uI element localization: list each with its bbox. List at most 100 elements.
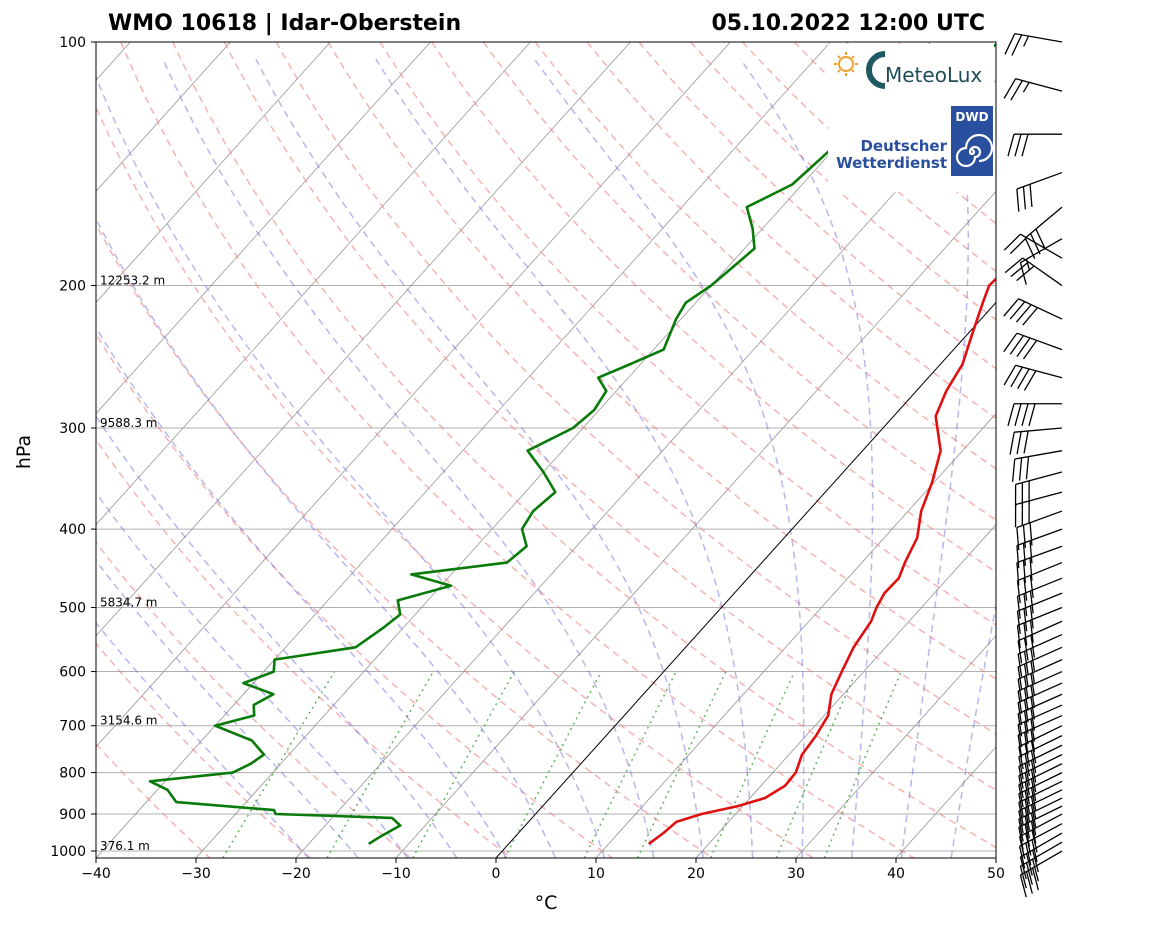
wind-barb-flag xyxy=(1016,545,1020,569)
moist-adiabat-line xyxy=(96,217,557,858)
isotherm-line xyxy=(96,42,731,748)
x-tick-label: −10 xyxy=(381,866,411,882)
wind-barb-shaft xyxy=(1018,805,1063,828)
wind-barb-shaft xyxy=(1017,659,1063,680)
wind-barb-flag xyxy=(1018,818,1024,842)
wind-barb xyxy=(1018,754,1063,799)
wind-barb-flag xyxy=(1022,543,1027,566)
mixing-ratio-line xyxy=(326,671,434,858)
isotherm-line xyxy=(96,42,231,192)
wind-barb-flag xyxy=(1025,456,1030,480)
wind-barb-flag xyxy=(1030,760,1037,783)
wind-barb xyxy=(1016,606,1063,649)
wind-barb xyxy=(1016,592,1063,634)
wind-barb-flag xyxy=(1035,228,1047,250)
moist-adiabat-line xyxy=(96,621,310,858)
wind-barb-flag xyxy=(1024,772,1031,796)
wind-barb-flag xyxy=(1019,874,1027,898)
isotherm-line xyxy=(1096,42,1160,858)
wind-barb-flag xyxy=(1025,853,1033,876)
x-axis-label: °C xyxy=(535,892,558,914)
wind-barb-shaft xyxy=(1018,298,1063,320)
wind-barb-flag xyxy=(1018,784,1024,808)
wind-barb-shaft xyxy=(1016,545,1063,564)
wind-barb-flag xyxy=(1017,368,1030,389)
dry-adiabat-line xyxy=(379,42,996,626)
wind-barb-shaft xyxy=(1019,823,1063,847)
wind-barb xyxy=(1011,450,1063,482)
wind-barb-flag xyxy=(1018,766,1024,789)
datetime-title: 05.10.2022 12:00 UTC xyxy=(711,11,985,36)
wind-barb-shaft xyxy=(1017,646,1063,668)
isotherm-line xyxy=(595,413,996,858)
wind-barb-flag xyxy=(1018,756,1024,780)
dwd-line2: Wetterdienst xyxy=(836,154,947,172)
isotherm-line xyxy=(96,42,831,858)
wind-barb xyxy=(1017,704,1063,748)
mixing-ratio-line xyxy=(504,671,602,858)
plot-frame xyxy=(95,41,997,859)
sun-rays-icon xyxy=(834,52,858,76)
wind-barb-shaft xyxy=(1017,606,1063,627)
wind-barb-flag xyxy=(1003,332,1018,353)
dry-adiabat-line xyxy=(431,42,996,573)
wind-barb xyxy=(1014,491,1063,528)
moist-adiabat-line xyxy=(375,58,754,858)
wind-barb xyxy=(1018,772,1063,817)
wind-barb-flag xyxy=(1023,430,1029,454)
wind-barb-shaft xyxy=(1017,561,1063,582)
wind-barb-flag xyxy=(1029,620,1034,643)
dry-adiabat-line xyxy=(327,42,996,680)
logo-group: MeteoLux DWD Deutscher Wetterdienst xyxy=(828,44,994,192)
wind-barb-flag xyxy=(1025,871,1033,894)
wind-barb-flag xyxy=(1003,364,1017,386)
wind-barb-shaft xyxy=(1014,427,1063,433)
wind-barb-shaft xyxy=(1018,789,1063,812)
dwd-badge-text: DWD xyxy=(955,110,988,124)
wind-barb-flag xyxy=(1016,625,1021,649)
x-tick-label: −30 xyxy=(181,866,211,882)
wind-barb-flag xyxy=(1004,257,1024,274)
wind-barb xyxy=(1004,257,1063,287)
wind-barb-flag xyxy=(1031,849,1039,873)
dry-adiabat-line xyxy=(96,105,814,858)
wind-barb-shaft xyxy=(1016,528,1063,547)
moist-adiabat-line xyxy=(533,58,805,858)
wind-barb-shaft xyxy=(1020,832,1063,858)
wind-barb xyxy=(1003,332,1063,360)
wind-barb-shaft xyxy=(1018,725,1063,748)
isotherm-line xyxy=(96,42,631,637)
mixing-ratio-line xyxy=(636,671,727,858)
x-tick-label: 50 xyxy=(987,866,1005,882)
wind-barb-shaft xyxy=(1014,33,1063,43)
height-label: 12253.2 m xyxy=(100,274,165,288)
wind-barb xyxy=(1018,744,1063,789)
wind-barb-shaft xyxy=(1017,670,1063,692)
wind-barb-flag xyxy=(1018,793,1024,817)
wind-barb xyxy=(1007,133,1062,157)
wind-barb-flag xyxy=(1014,134,1022,157)
x-tick-label: −20 xyxy=(281,866,311,882)
temperature-profile-line xyxy=(647,276,996,845)
wind-barb-shaft xyxy=(1018,780,1063,803)
wind-barb-flag xyxy=(1016,580,1021,604)
wind-barb-flag xyxy=(1010,80,1023,101)
wind-barb-flag xyxy=(1030,635,1036,658)
wind-barb-flag xyxy=(1023,622,1028,646)
meteolux-arc-icon xyxy=(866,51,886,89)
wind-barb-flag xyxy=(1003,233,1021,251)
wind-barb-flag xyxy=(1024,763,1031,786)
wind-barb-flag xyxy=(1003,298,1019,317)
wind-barb-shaft xyxy=(1014,450,1063,460)
wind-barb xyxy=(1016,561,1063,604)
wind-barb-flag xyxy=(1003,78,1017,99)
wind-barb-flag xyxy=(1030,812,1037,836)
wind-barb-flag xyxy=(1016,337,1031,357)
wind-barb-shaft xyxy=(1018,772,1063,795)
wind-barb-shaft xyxy=(1017,633,1063,655)
wind-barb-shaft xyxy=(1018,744,1063,767)
height-label: 5834.7 m xyxy=(100,595,158,609)
wind-barb xyxy=(1018,763,1063,808)
dry-adiabat-line xyxy=(482,42,996,521)
height-labels: 12253.2 m 9588.3 m 5834.7 m 3154.6 m 376.1 m xyxy=(100,274,165,853)
